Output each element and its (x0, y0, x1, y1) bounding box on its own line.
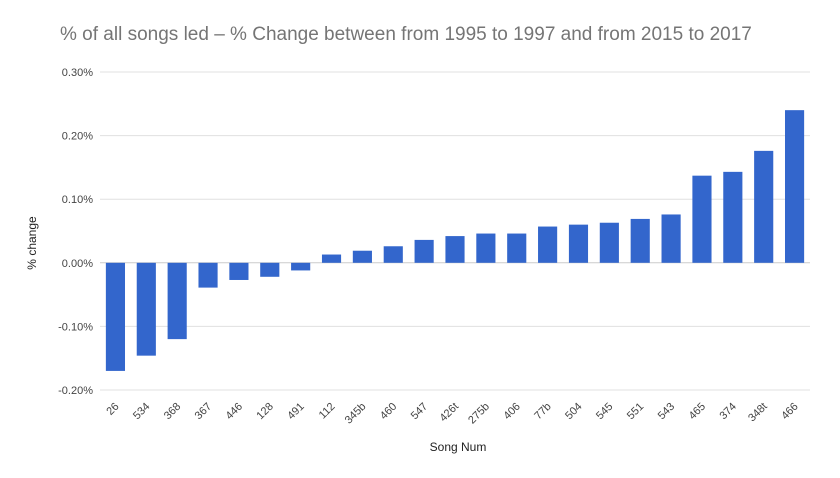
x-tick-label: 275b (466, 401, 492, 427)
x-tick-label: 368 (162, 401, 183, 422)
x-tick-label: 348t (746, 401, 770, 425)
x-axis-label: Song Num (430, 440, 487, 454)
bar-406 (507, 233, 527, 263)
bar-534 (136, 262, 156, 356)
bar-348t (754, 150, 774, 263)
bar-26 (105, 262, 126, 371)
bar-367 (198, 262, 218, 288)
x-tick-label: 465 (687, 401, 708, 422)
x-tick-label: 426t (437, 401, 461, 425)
bar-465 (692, 175, 712, 263)
bar-545 (599, 222, 619, 263)
chart-title: % of all songs led – % Change between fr… (60, 24, 752, 45)
x-tick-label: 406 (501, 401, 522, 422)
x-tick-label: 345b (343, 401, 369, 427)
bar-504 (568, 224, 589, 263)
x-tick-label: 551 (625, 401, 646, 422)
y-tick-label: 0.00% (62, 258, 93, 270)
x-tick-label: 374 (717, 401, 738, 422)
y-tick-label: -0.20% (58, 385, 93, 397)
bar-491 (291, 262, 311, 271)
x-tick-label: 446 (224, 401, 245, 422)
y-tick-label: 0.30% (62, 67, 93, 79)
x-tick-label: 460 (378, 401, 399, 422)
bar-551 (630, 218, 650, 263)
y-tick-label: -0.10% (58, 321, 93, 333)
y-tick-label: 0.20% (62, 131, 93, 143)
bar-368 (167, 262, 187, 340)
bar-466 (784, 110, 805, 263)
bar-128 (260, 262, 280, 277)
x-tick-label: 77b (532, 401, 553, 422)
bar-543 (661, 214, 681, 263)
bar-275b (476, 233, 496, 263)
x-tick-label: 491 (285, 401, 306, 422)
bar-547 (414, 239, 434, 263)
bar-426t (445, 236, 465, 263)
bar-77b (538, 226, 558, 263)
bar-112 (321, 254, 342, 263)
x-tick-label: 466 (779, 401, 800, 422)
x-tick-label: 128 (254, 401, 275, 422)
bar-460 (383, 246, 403, 263)
x-tick-label: 26 (104, 401, 121, 418)
x-tick-label: 504 (563, 401, 584, 422)
y-tick-label: 0.10% (62, 194, 93, 206)
bar-374 (723, 171, 743, 263)
x-tick-label: 545 (594, 401, 615, 422)
y-axis-label: % change (25, 216, 39, 270)
x-tick-label: 112 (317, 401, 338, 422)
x-tick-label: 547 (409, 401, 430, 422)
bar-345b (352, 250, 372, 263)
bar-446 (229, 262, 249, 280)
x-tick-label: 543 (656, 401, 677, 422)
x-tick-label: 534 (131, 401, 152, 422)
x-tick-label: 367 (193, 401, 214, 422)
